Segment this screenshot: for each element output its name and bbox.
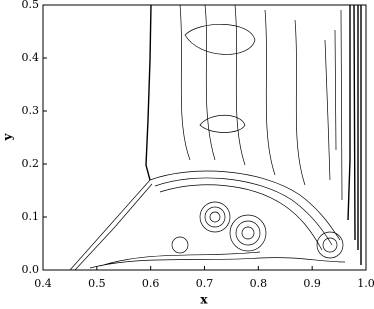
- contour: [159, 184, 323, 251]
- vortex: [235, 220, 261, 246]
- y-tick-label: 0.0: [22, 263, 40, 276]
- vortex: [199, 201, 231, 233]
- y-tick-label: 0.4: [22, 51, 40, 64]
- x-axis-label: x: [200, 293, 208, 307]
- contour: [89, 251, 346, 269]
- vortex: [204, 206, 226, 228]
- y-tick-label: 0.2: [22, 157, 40, 170]
- contour: [324, 9, 343, 201]
- contour: [199, 114, 246, 133]
- x-tick-label: 0.4: [34, 277, 52, 290]
- plot-frame: [42, 4, 367, 271]
- vortex: [171, 236, 189, 254]
- vortex: [241, 226, 255, 240]
- oblique-shock: [74, 183, 153, 271]
- contour: [347, 4, 362, 265]
- vortex: [209, 211, 221, 223]
- vortex: [316, 231, 344, 259]
- shock-front: [145, 4, 152, 181]
- contour-lines: [69, 4, 362, 271]
- contour: [184, 24, 256, 55]
- x-tick-label: 0.7: [196, 277, 214, 290]
- x-tick-label: 0.5: [88, 277, 106, 290]
- contour: [149, 170, 341, 241]
- contour: [179, 4, 306, 186]
- y-axis-label: y: [1, 132, 15, 141]
- x-tick-label: 0.9: [303, 277, 321, 290]
- y-tick-label: 0.3: [22, 104, 40, 117]
- vortex: [322, 237, 338, 253]
- x-tick-label: 0.6: [142, 277, 160, 290]
- contour: [154, 177, 333, 246]
- x-tick-label: 1.0: [357, 277, 374, 290]
- oblique-shock: [69, 179, 151, 271]
- y-tick-label: 0.5: [22, 0, 40, 11]
- y-tick-label: 0.1: [22, 210, 40, 223]
- vortex: [229, 214, 267, 252]
- x-tick-label: 0.8: [250, 277, 268, 290]
